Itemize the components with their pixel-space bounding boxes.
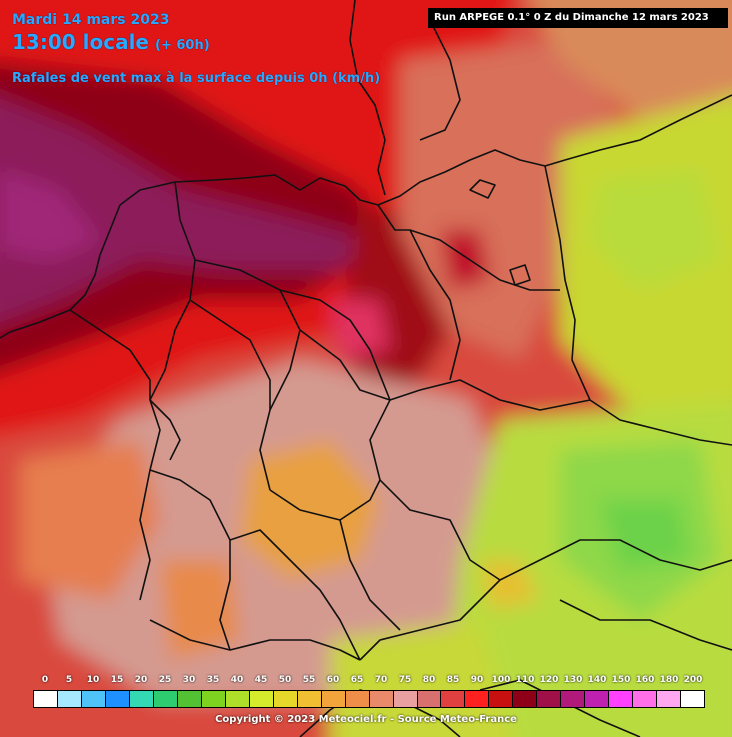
legend-color-cell: [465, 691, 490, 707]
forecast-offset: (+ 60h): [155, 38, 210, 53]
legend-color-cell: [561, 691, 586, 707]
legend-tick-label: 30: [182, 675, 196, 685]
legend-tick-label: 60: [326, 675, 340, 685]
legend-tick-label: 130: [563, 675, 583, 685]
legend-tick-label: 140: [587, 675, 607, 685]
legend-tick-label: 50: [278, 675, 292, 685]
legend-color-cell: [34, 691, 58, 707]
forecast-date: Mardi 14 mars 2023: [12, 12, 170, 28]
color-scale-legend: 0 5 10 15 20 25 30 35 40 45 50 55 60 65 70 75 80 85 90 100 1…: [26, 674, 712, 714]
parameter-title: Rafales de vent max à la surface depuis …: [12, 71, 381, 86]
legend-color-cell: [657, 691, 682, 707]
legend-color-cell: [321, 691, 346, 707]
legend-color-cell: [441, 691, 466, 707]
legend-color-bar: [33, 690, 705, 708]
legend-tick-label: 45: [254, 675, 268, 685]
legend-tick-label: 75: [398, 675, 412, 685]
legend-color-cell: [105, 691, 130, 707]
legend-tick-label: 55: [302, 675, 316, 685]
legend-tick-label: 200: [683, 675, 703, 685]
legend-tick-label: 85: [446, 675, 460, 685]
legend-color-cell: [225, 691, 250, 707]
legend-color-cell: [585, 691, 610, 707]
legend-tick-label: 150: [611, 675, 631, 685]
legend-tick-label: 0: [41, 675, 49, 685]
legend-color-cell: [513, 691, 538, 707]
copyright-notice: Copyright © 2023 Meteociel.fr - Source M…: [215, 714, 517, 725]
legend-color-cell: [273, 691, 298, 707]
legend-color-cell: [345, 691, 370, 707]
legend-tick-label: 40: [230, 675, 244, 685]
legend-tick-label: 70: [374, 675, 388, 685]
legend-tick-label: 10: [86, 675, 100, 685]
legend-color-cell: [129, 691, 154, 707]
legend-tick-label: 35: [206, 675, 220, 685]
forecast-time: 13:00 locale (+ 60h): [12, 30, 210, 58]
legend-color-cell: [81, 691, 106, 707]
legend-tick-label: 15: [110, 675, 124, 685]
legend-color-cell: [249, 691, 274, 707]
legend-tick-label: 110: [515, 675, 535, 685]
legend-tick-label: 120: [539, 675, 559, 685]
forecast-time-label: 13:00 locale: [12, 30, 149, 54]
legend-color-cell: [201, 691, 226, 707]
legend-color-cell: [489, 691, 514, 707]
legend-tick-label: 100: [491, 675, 511, 685]
legend-color-cell: [177, 691, 202, 707]
legend-color-cell: [297, 691, 322, 707]
legend-color-cell: [369, 691, 394, 707]
legend-color-cell: [393, 691, 418, 707]
legend-color-cell: [633, 691, 658, 707]
legend-tick-label: 20: [134, 675, 148, 685]
legend-color-cell: [153, 691, 178, 707]
legend-color-cell: [537, 691, 562, 707]
legend-color-cell: [57, 691, 82, 707]
legend-tick-labels: 0 5 10 15 20 25 30 35 40 45 50 55 60 65 70 75 80 85 90 100 1…: [26, 674, 712, 688]
model-run-info: Run ARPEGE 0.1° 0 Z du Dimanche 12 mars …: [428, 8, 728, 28]
legend-tick-label: 5: [65, 675, 73, 685]
legend-color-cell: [681, 691, 705, 707]
legend-color-cell: [609, 691, 634, 707]
legend-tick-label: 65: [350, 675, 364, 685]
legend-color-cell: [417, 691, 442, 707]
legend-tick-label: 80: [422, 675, 436, 685]
legend-tick-label: 160: [635, 675, 655, 685]
legend-tick-label: 180: [659, 675, 679, 685]
legend-tick-label: 25: [158, 675, 172, 685]
legend-tick-label: 90: [470, 675, 484, 685]
